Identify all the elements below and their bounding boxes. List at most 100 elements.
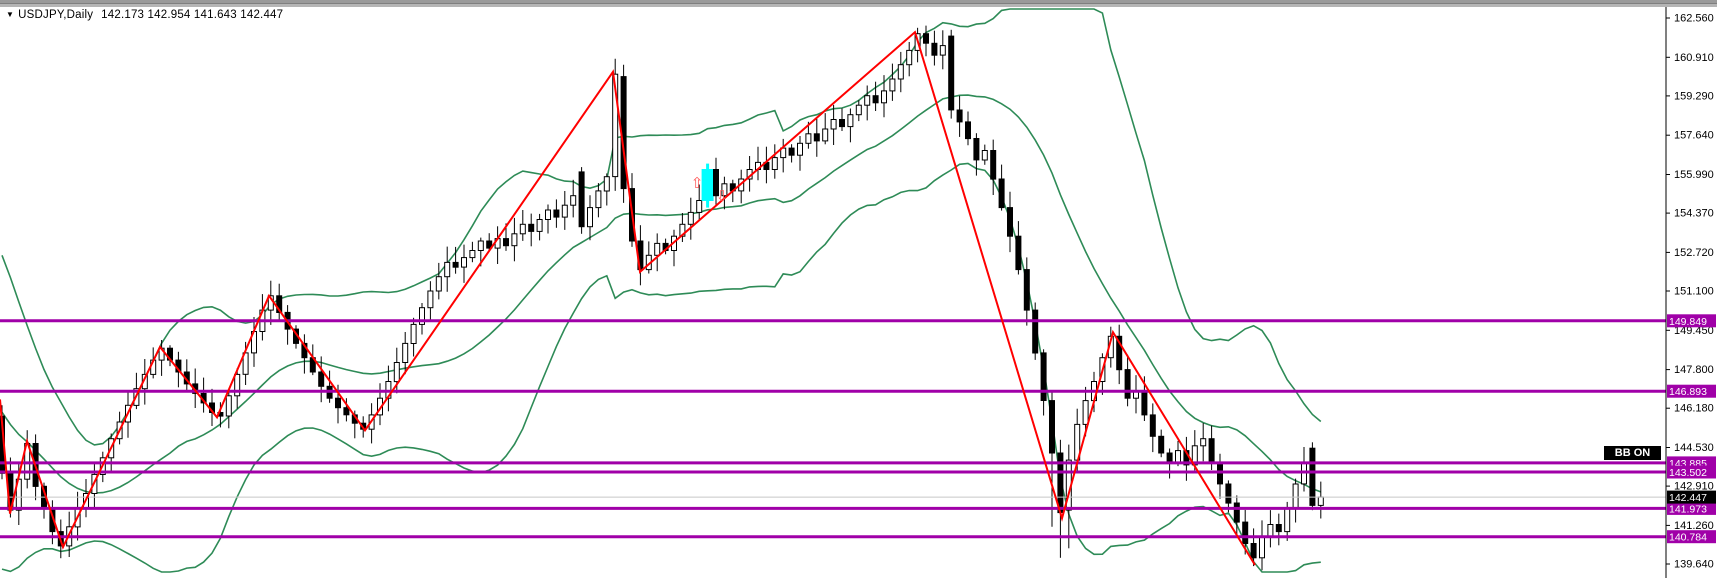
candle [519,223,526,235]
candle [234,373,241,397]
candle [998,178,1005,209]
candle [872,95,879,104]
axis-tick-label: 162.560 [1674,13,1714,25]
price-level-badge [1667,530,1716,544]
candle [561,204,568,218]
highlighted-candle [701,169,714,201]
candle [1007,207,1013,237]
candle [545,209,551,220]
symbol-dropdown-icon[interactable]: ▼ [6,10,15,19]
candle [713,169,719,197]
candle [839,119,845,128]
axis-tick-label: 146.180 [1674,403,1714,415]
candle [335,397,341,409]
candle [1124,369,1131,399]
axis-tick-label: 155.990 [1674,169,1714,181]
price-axis[interactable]: 162.560 160.910 159.290 157.640 155.990 154.3… [1665,7,1717,578]
candle [612,73,619,178]
candle [1309,447,1316,506]
candle [1259,535,1265,559]
candle [1317,496,1324,506]
axis-tick-label: 142.910 [1674,481,1714,493]
candle [393,362,400,383]
candle [578,171,585,228]
axis-tick-label: 159.290 [1674,90,1714,102]
candle [1049,400,1055,454]
axis-tick-label: 154.370 [1674,208,1714,220]
candle [461,257,467,268]
candles [0,25,1324,571]
candle [855,104,862,116]
candle [1250,543,1257,559]
price-level-badge-label: 141.973 [1669,503,1707,515]
candle [402,342,409,363]
current-price-badge-label: 142.447 [1669,492,1707,504]
candle [847,114,854,128]
axis-background[interactable] [1666,7,1717,578]
candle [889,78,896,92]
candle [931,42,938,56]
candle [1040,352,1047,401]
candle [906,49,913,66]
candle [1267,524,1274,537]
axis-tick-label: 139.640 [1674,559,1714,571]
price-level-badge-label: 146.893 [1669,386,1707,398]
candle [897,64,904,80]
current-price-badge [1667,490,1716,504]
axis-tick-label: 144.530 [1674,442,1714,454]
candle [486,240,493,249]
candle [788,147,795,156]
signal-arrows: ⇧⇩ [691,175,729,205]
axis-tick-label: 152.720 [1674,247,1714,259]
candle [830,119,837,130]
candle [965,121,971,140]
candle [939,45,946,56]
candle [771,157,778,171]
candle [923,33,929,44]
bollinger-bands [1,8,1322,573]
candle [822,128,829,142]
candle [973,138,980,161]
candle [1275,524,1282,533]
price-level-badge-label: 143.502 [1669,467,1707,479]
candle [528,223,535,232]
axis-tick-label: 149.450 [1674,325,1714,337]
candle [1175,450,1181,464]
price-level-badge-label: 140.784 [1669,532,1707,544]
candle [864,95,871,106]
candle [427,290,434,309]
candle [654,242,661,256]
candle [511,233,518,247]
candle [1166,452,1173,463]
candle [981,150,988,161]
symbol-period-label: USDJPY,Daily [18,9,94,21]
upper-band [1,8,1322,446]
bb-toggle-button[interactable]: BB ON [1604,446,1661,460]
candle [1225,483,1232,504]
candle [687,211,694,225]
candle [1116,335,1123,371]
candle [1023,269,1030,311]
axis-tick-label: 141.260 [1674,520,1714,532]
candle [1082,400,1089,425]
price-level-badge [1667,465,1716,479]
candle [1292,483,1299,509]
candle [435,276,442,292]
candle [419,307,425,325]
lower-band [1,162,1321,573]
chart-title: ▼ USDJPY,Daily 142.173 142.954 141.643 142… [6,9,283,21]
candle [444,261,451,278]
axis-tick-label: 160.910 [1674,52,1714,64]
candle [813,133,820,142]
candle [553,209,560,218]
candle [603,176,610,192]
candle [1284,507,1291,533]
zigzag-indicator [0,30,1256,566]
candle [570,195,577,206]
candle [1158,435,1165,454]
support-resistance-lines [0,319,1666,539]
axis-tick-label: 147.800 [1674,364,1714,376]
candle [536,219,543,232]
candle [503,238,509,247]
